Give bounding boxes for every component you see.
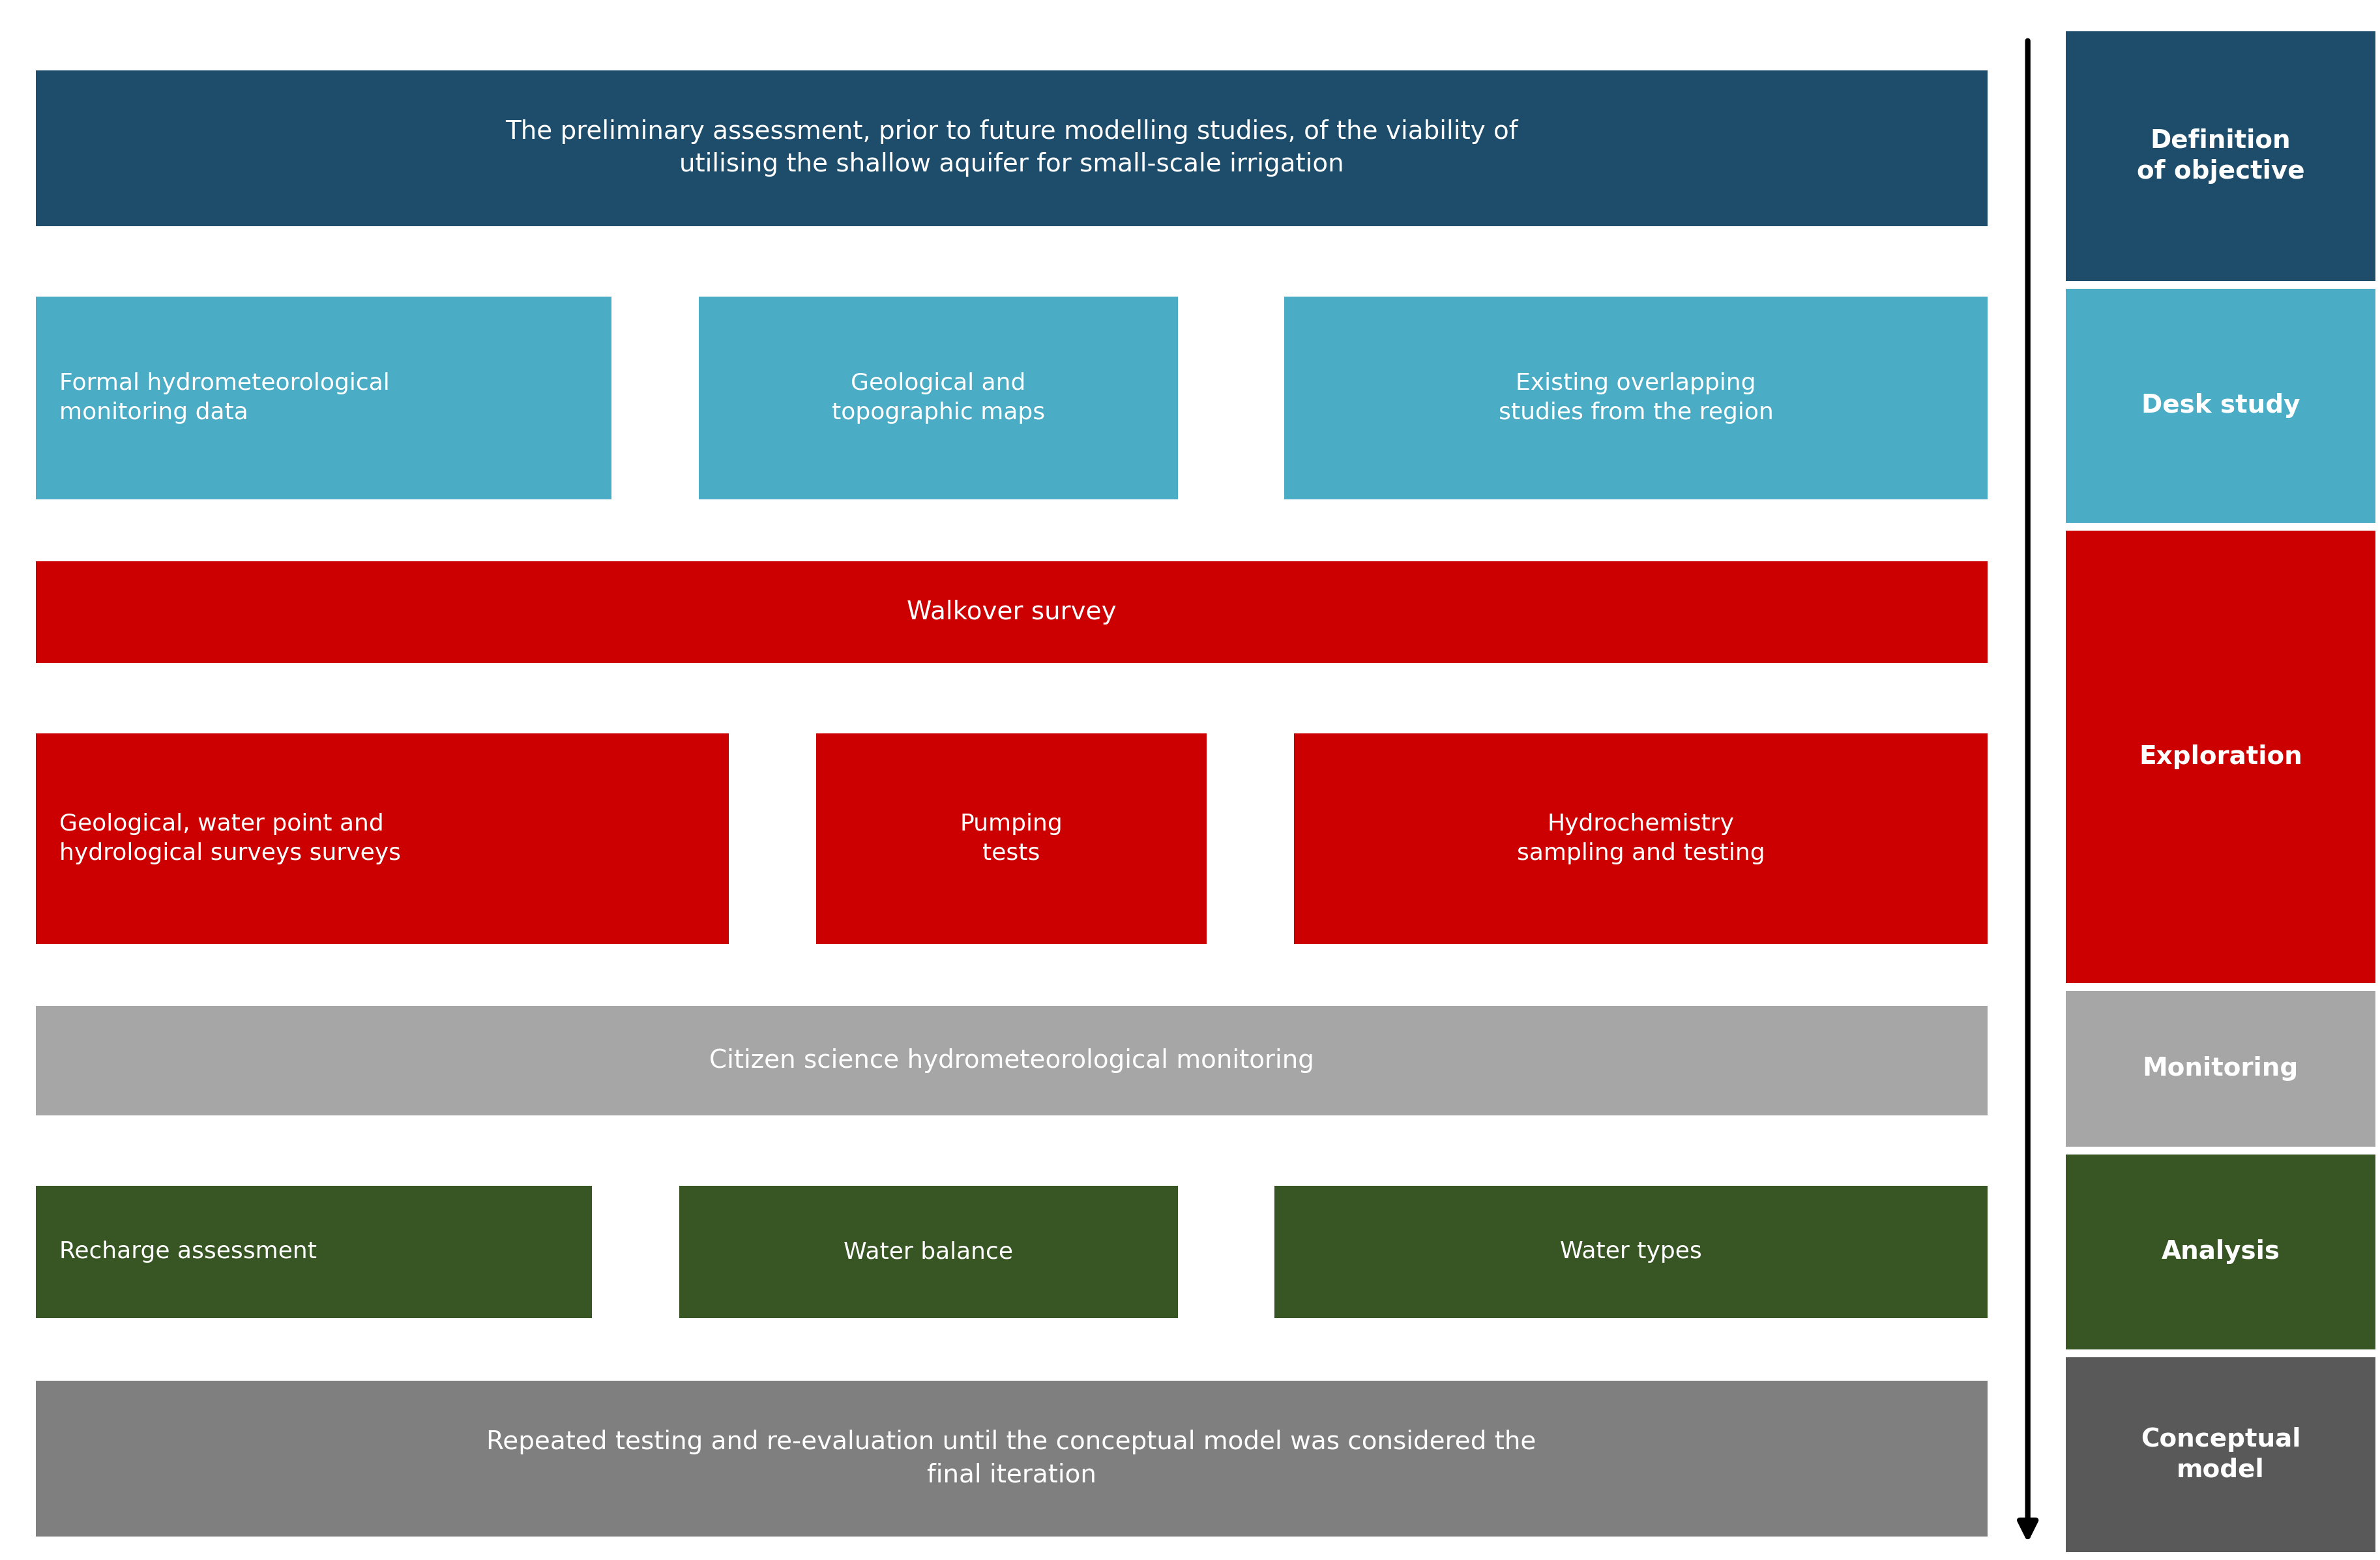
Text: Exploration: Exploration [2140,744,2301,769]
FancyBboxPatch shape [36,733,728,944]
Text: Walkover survey: Walkover survey [907,601,1116,624]
FancyBboxPatch shape [1276,1186,1987,1318]
Text: Citizen science hydrometeorological monitoring: Citizen science hydrometeorological moni… [709,1048,1314,1073]
Text: Conceptual
model: Conceptual model [2140,1427,2301,1482]
FancyBboxPatch shape [2066,1357,2375,1552]
FancyBboxPatch shape [2066,991,2375,1147]
FancyBboxPatch shape [681,1186,1178,1318]
Text: Analysis: Analysis [2161,1240,2280,1264]
Text: Pumping
tests: Pumping tests [959,813,1064,864]
Text: Geological and
topographic maps: Geological and topographic maps [831,373,1045,423]
Text: Water balance: Water balance [845,1240,1014,1264]
Text: Desk study: Desk study [2142,393,2299,418]
FancyBboxPatch shape [36,70,1987,226]
FancyBboxPatch shape [2066,31,2375,281]
FancyBboxPatch shape [36,296,612,499]
Text: Monitoring: Monitoring [2142,1056,2299,1081]
FancyBboxPatch shape [36,1381,1987,1537]
Text: Water types: Water types [1559,1240,1702,1264]
Text: Geological, water point and
hydrological surveys surveys: Geological, water point and hydrological… [60,813,402,864]
FancyBboxPatch shape [700,296,1178,499]
FancyBboxPatch shape [1285,296,1987,499]
FancyBboxPatch shape [2066,1154,2375,1349]
Text: Repeated testing and re-evaluation until the conceptual model was considered the: Repeated testing and re-evaluation until… [486,1431,1537,1487]
Text: Formal hydrometeorological
monitoring data: Formal hydrometeorological monitoring da… [60,373,390,423]
Text: Existing overlapping
studies from the region: Existing overlapping studies from the re… [1499,373,1773,423]
FancyBboxPatch shape [36,1006,1987,1115]
FancyBboxPatch shape [2066,289,2375,523]
FancyBboxPatch shape [36,562,1987,663]
FancyBboxPatch shape [816,733,1207,944]
Text: Recharge assessment: Recharge assessment [60,1240,317,1264]
FancyBboxPatch shape [2066,530,2375,983]
Text: The preliminary assessment, prior to future modelling studies, of the viability : The preliminary assessment, prior to fut… [505,120,1518,176]
FancyBboxPatch shape [1295,733,1987,944]
FancyBboxPatch shape [36,1186,593,1318]
Text: Definition
of objective: Definition of objective [2137,128,2304,184]
Text: Hydrochemistry
sampling and testing: Hydrochemistry sampling and testing [1516,813,1766,864]
